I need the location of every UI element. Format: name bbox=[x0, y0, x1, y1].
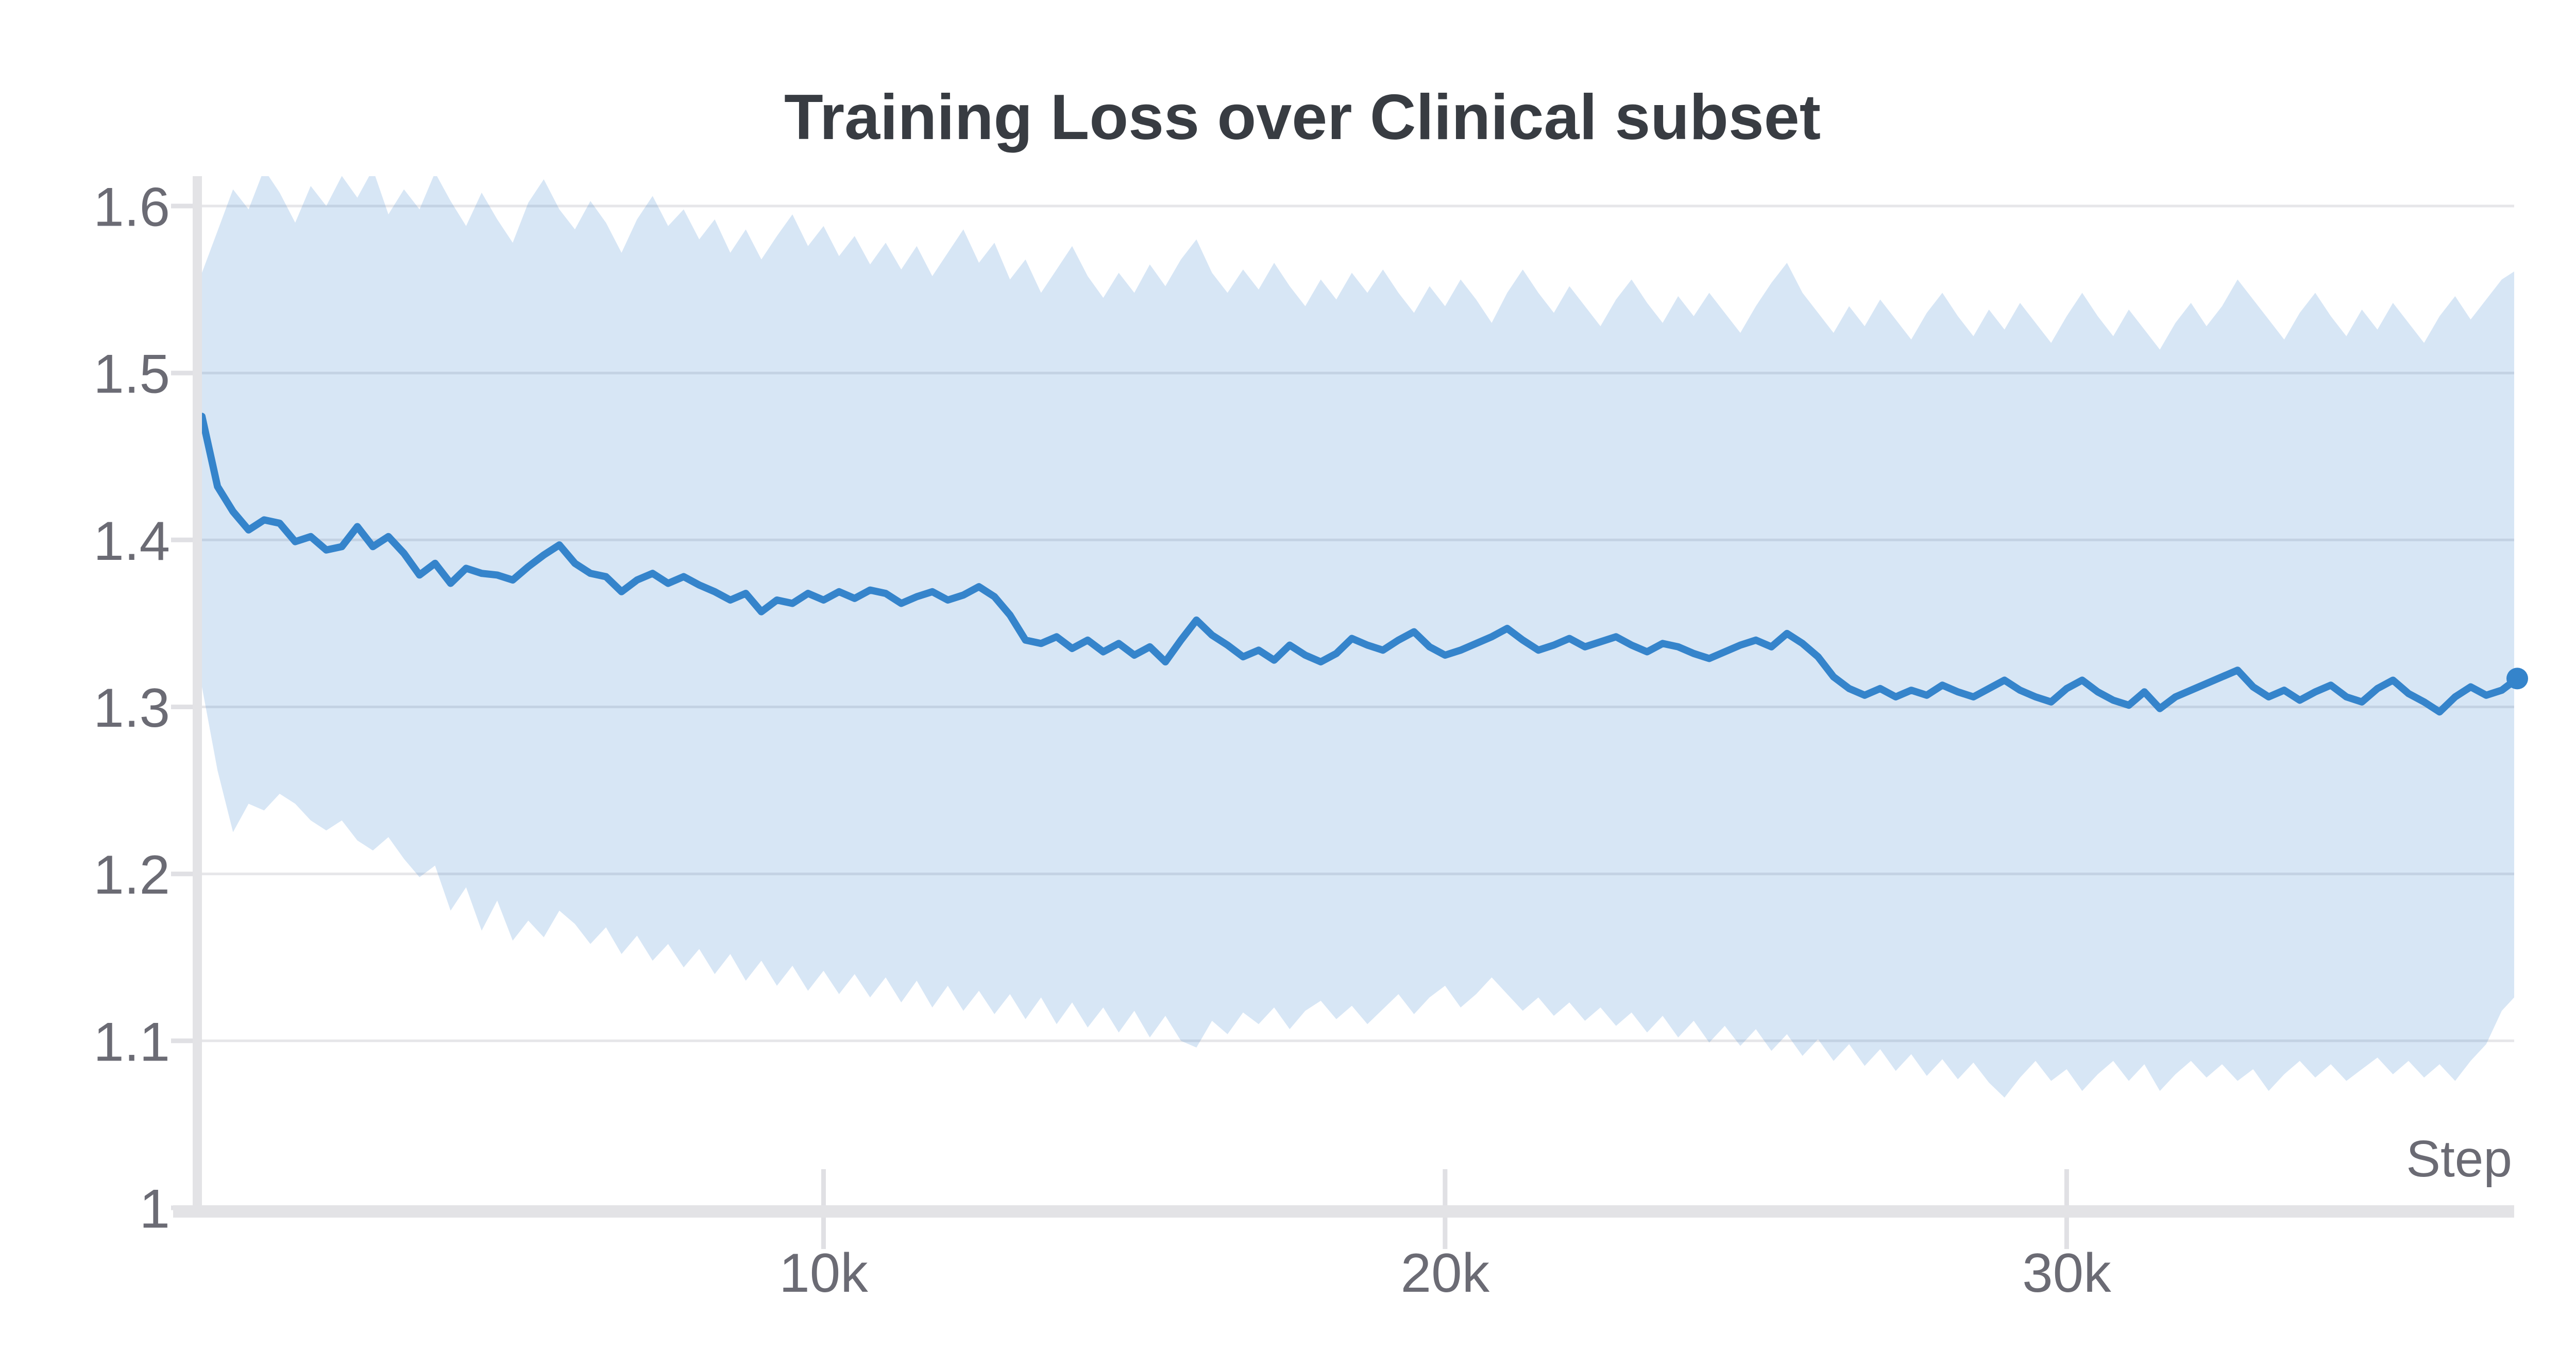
y-tick-label: 1.4 bbox=[93, 510, 170, 572]
end-point-dot bbox=[2506, 668, 2528, 690]
x-tick-label: 20k bbox=[1401, 1242, 1490, 1304]
chart-title: Training Loss over Clinical subset bbox=[784, 82, 1821, 153]
plot-area[interactable] bbox=[202, 169, 2517, 1098]
loss-line bbox=[202, 413, 2514, 716]
confidence-band bbox=[202, 176, 2514, 1098]
y-tick-label: 1.6 bbox=[93, 176, 170, 238]
y-axis-line bbox=[193, 176, 202, 1218]
x-tick-label: 10k bbox=[779, 1242, 868, 1304]
y-tick-label: 1.3 bbox=[93, 677, 170, 739]
y-tick-label: 1.1 bbox=[93, 1011, 170, 1072]
x-axis-line bbox=[173, 1205, 2514, 1218]
y-tick-label: 1 bbox=[139, 1178, 170, 1240]
y-tick-label: 1.2 bbox=[93, 844, 170, 905]
y-tick-label: 1.5 bbox=[93, 343, 170, 405]
x-tick-label: 30k bbox=[2022, 1242, 2111, 1304]
x-axis-title: Step bbox=[2406, 1130, 2512, 1188]
